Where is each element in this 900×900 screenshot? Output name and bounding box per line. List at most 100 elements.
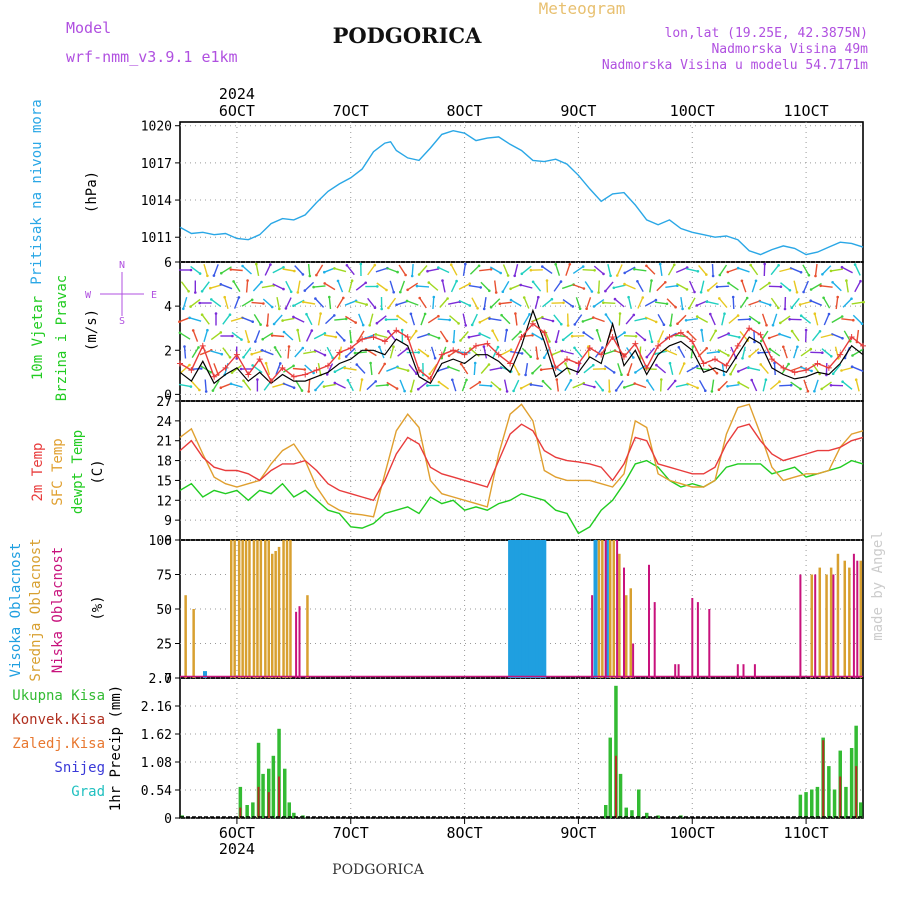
wind-arrow [845, 280, 849, 293]
wind-arrow [348, 280, 353, 293]
wind-arrow [451, 379, 457, 392]
wind-arrow-head [554, 263, 557, 266]
wind-arrow [183, 346, 187, 359]
wind-arrow [831, 333, 843, 339]
wind-arrow-head [478, 321, 482, 324]
wind-arrow-head [608, 390, 611, 393]
temp-unit-label: (C) [90, 459, 106, 484]
compass-e: E [151, 290, 157, 301]
wind-arrow [709, 313, 716, 326]
wind-arrow-head [396, 270, 399, 274]
wind-arrow [534, 297, 539, 309]
wind-arrow-head [687, 306, 691, 310]
wind-arrow [274, 347, 282, 358]
cloud-bar [203, 671, 207, 678]
wind-arrow [224, 297, 229, 309]
wind-arrow [251, 301, 264, 305]
mid-cloud-axis-label: Srednja Oblacnost [28, 538, 44, 681]
cloud-bar [691, 598, 694, 678]
wind-arrow [532, 281, 542, 292]
wind-arrow-head [488, 317, 491, 320]
cloud-bar [252, 540, 256, 678]
wind-arrow-head [819, 284, 822, 288]
wind-arrow [678, 363, 685, 375]
wind-arrow [491, 330, 499, 342]
wind-arrow [659, 264, 663, 276]
wind-arrow [811, 330, 821, 342]
wind-arrow [282, 382, 295, 389]
wind-speed-marker [655, 342, 662, 349]
wind-speed-marker [803, 367, 810, 374]
wind-arrow-head [573, 346, 576, 350]
wind-arrow-head [417, 387, 420, 391]
wind-arrow-head [860, 322, 864, 326]
wind-arrow [686, 382, 698, 389]
wind-arrow-head [681, 307, 684, 311]
wind-arrow-head [581, 320, 585, 323]
cloud-bar [810, 574, 813, 678]
wind-arrow-head [820, 387, 823, 391]
wind-arrow [718, 297, 728, 309]
wind-arrow [686, 365, 698, 373]
cloud-bar [612, 540, 615, 678]
wind-arrow [375, 267, 388, 273]
clouds-ytick-label: 25 [156, 638, 172, 653]
wind-arrow [750, 264, 759, 276]
wind-arrow [387, 297, 397, 309]
wind-arrow-head [645, 355, 649, 359]
wind-arrow-head [777, 306, 780, 310]
wind-arrow-head [470, 323, 474, 327]
wind-arrow [605, 314, 614, 325]
wind-arrow [255, 263, 260, 277]
wind-arrow [397, 348, 408, 357]
wind-arrow-head [831, 281, 834, 284]
wind-arrow [386, 267, 398, 273]
wind-arrow [468, 334, 481, 338]
wind-arrow-head [684, 319, 688, 322]
wind-arrow-head [387, 330, 390, 333]
wind-arrow-head [718, 297, 721, 300]
pressure-unit-label: (hPa) [84, 171, 100, 213]
wind-arrow-head [582, 331, 585, 334]
wind-arrow-head [373, 306, 377, 310]
wind-arrow [406, 300, 419, 306]
cloud-bar [306, 595, 309, 678]
wind-arrow [398, 264, 407, 276]
wind-speed-marker [404, 334, 411, 341]
wind-arrow [461, 379, 468, 392]
cloud-bar [843, 560, 846, 678]
compass-w: W [85, 290, 92, 301]
wind-speed-marker [290, 373, 297, 380]
precip-bar [267, 792, 270, 818]
wind-arrow-head [300, 389, 304, 392]
wind-arrow-head [197, 346, 200, 349]
wind-arrow [335, 331, 345, 341]
wind-arrow-head [779, 321, 782, 325]
wind-arrow [738, 381, 750, 390]
wind-speed-marker [700, 360, 707, 367]
wind-arrow [759, 282, 770, 291]
wind-arrow [449, 315, 460, 324]
wind-arrow-head [650, 279, 653, 282]
wind-arrow-head [406, 288, 409, 292]
wind-arrow [190, 380, 200, 391]
footer-station: PODGORICA [332, 862, 425, 878]
wind-arrow [803, 379, 809, 392]
wind-arrow [480, 281, 490, 292]
wind-arrow-head [673, 379, 677, 383]
wind-arrow [572, 283, 585, 290]
wind-arrow [303, 301, 316, 305]
wind-arrow-head [206, 328, 209, 332]
wind-arrow [262, 332, 274, 340]
wind-arrow-head [204, 390, 208, 393]
wind-arrow [841, 266, 853, 274]
wind-arrow-head [704, 389, 707, 393]
wind-arrow [285, 280, 292, 293]
wind-arrow-head [403, 389, 406, 393]
wind-arrow [514, 264, 519, 276]
wind-arrow-head [239, 367, 243, 371]
wind-arrow [823, 313, 830, 326]
wind-arrow-head [365, 303, 369, 306]
precip-bar [278, 776, 280, 818]
wind-arrow-head [590, 290, 594, 293]
